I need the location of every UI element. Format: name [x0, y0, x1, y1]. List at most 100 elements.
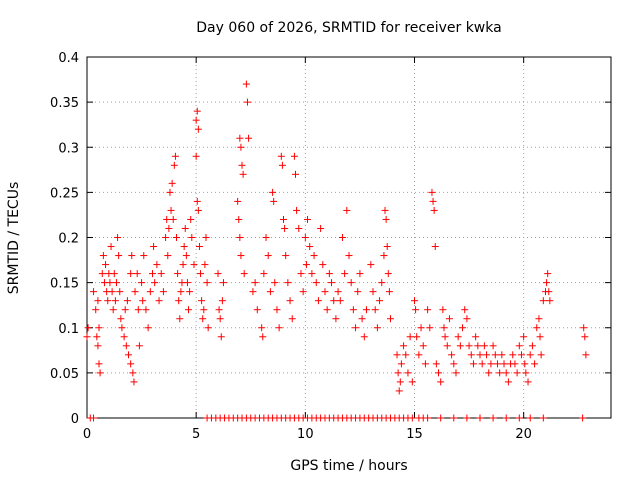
data-point	[258, 324, 266, 332]
data-point	[288, 315, 296, 323]
data-point	[237, 252, 245, 260]
data-point	[164, 252, 172, 260]
data-point	[94, 342, 102, 350]
data-point	[382, 215, 390, 223]
data-point	[216, 315, 224, 323]
data-point	[343, 206, 351, 214]
data-point	[496, 369, 504, 377]
data-point	[371, 306, 379, 314]
data-point	[286, 297, 294, 305]
data-point	[109, 306, 117, 314]
data-point	[524, 378, 532, 386]
data-point	[404, 369, 412, 377]
data-point	[526, 351, 534, 359]
data-point	[107, 243, 115, 251]
data-point	[253, 306, 261, 314]
data-point	[133, 270, 141, 278]
data-point	[153, 261, 161, 269]
data-point	[290, 152, 298, 160]
data-point	[450, 414, 458, 422]
data-point	[239, 170, 247, 178]
data-point	[219, 279, 227, 287]
data-point	[314, 297, 322, 305]
data-point	[463, 315, 471, 323]
data-point	[302, 261, 310, 269]
data-point	[106, 279, 114, 287]
x-axis-label: GPS time / hours	[290, 458, 407, 474]
data-point	[176, 315, 184, 323]
data-point	[308, 270, 316, 278]
data-point	[240, 270, 248, 278]
data-point	[280, 215, 287, 223]
data-point	[234, 197, 242, 205]
data-point	[408, 414, 416, 422]
data-point	[169, 215, 177, 223]
data-point	[170, 161, 178, 169]
data-point	[467, 351, 475, 359]
data-point	[187, 215, 195, 223]
data-point	[182, 252, 190, 260]
data-point	[197, 270, 205, 278]
data-point	[489, 342, 497, 350]
data-point	[262, 234, 270, 241]
data-point	[312, 279, 320, 287]
y-tick-label: 0.2	[58, 232, 79, 247]
data-point	[469, 360, 477, 368]
data-point	[264, 252, 272, 260]
data-point	[192, 152, 200, 160]
data-point	[236, 234, 244, 241]
data-point	[526, 414, 534, 422]
x-tick-label: 20	[515, 427, 532, 442]
data-point	[162, 234, 170, 241]
data-point	[500, 360, 508, 368]
data-point	[284, 279, 292, 287]
data-point	[214, 270, 222, 278]
data-point	[110, 270, 118, 278]
data-point	[168, 179, 176, 187]
data-point	[245, 134, 253, 142]
data-point	[190, 261, 198, 269]
data-point	[580, 324, 588, 332]
data-point	[426, 324, 434, 332]
data-point	[275, 324, 283, 332]
data-point	[400, 342, 408, 350]
data-point	[454, 333, 462, 341]
data-point	[489, 414, 497, 422]
data-point	[215, 306, 223, 314]
data-point	[413, 333, 421, 341]
data-point	[546, 297, 554, 305]
data-point	[450, 360, 458, 368]
data-point	[99, 252, 107, 260]
data-point	[317, 224, 325, 232]
y-tick-label: 0.3	[58, 141, 79, 156]
data-point	[378, 279, 386, 287]
data-point	[338, 234, 346, 241]
data-point	[360, 333, 368, 341]
data-point	[203, 279, 211, 287]
data-point	[424, 414, 432, 422]
data-point	[84, 324, 92, 332]
data-point	[463, 414, 471, 422]
data-point	[121, 306, 129, 314]
data-point	[517, 351, 525, 359]
data-point	[188, 234, 196, 241]
data-point	[179, 261, 187, 269]
data-point	[281, 224, 289, 232]
data-point	[186, 288, 194, 296]
data-point	[173, 234, 181, 241]
data-point	[115, 252, 123, 260]
data-point	[151, 279, 159, 287]
data-point	[243, 98, 251, 106]
data-point	[138, 279, 146, 287]
data-point	[393, 351, 401, 359]
data-point	[461, 306, 469, 314]
data-point	[116, 288, 124, 296]
data-point	[544, 270, 552, 278]
data-point	[411, 297, 418, 305]
data-point	[472, 333, 480, 341]
data-point	[218, 297, 226, 305]
data-point	[134, 306, 142, 314]
data-point	[520, 333, 528, 341]
data-point	[367, 261, 375, 269]
